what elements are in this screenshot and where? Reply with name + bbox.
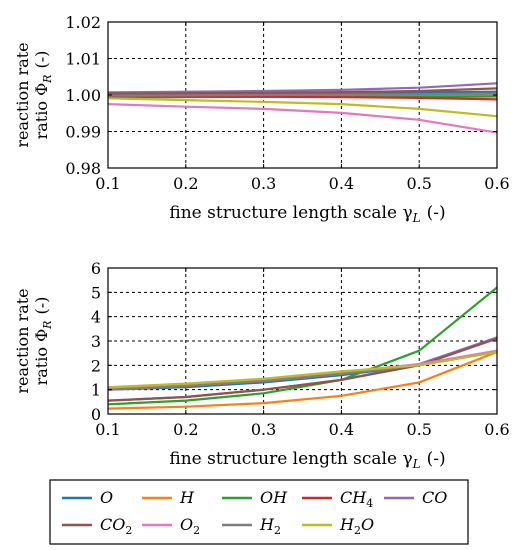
series-line-o2 <box>108 349 497 390</box>
y-tick-label: 3 <box>91 332 101 351</box>
y-tick-label: 0 <box>91 405 101 424</box>
legend-label: OH <box>260 488 288 507</box>
legend-item-o: O <box>62 488 113 507</box>
legend-item-h2: H2 <box>222 515 281 537</box>
x-tick-label: 0.6 <box>484 420 509 439</box>
y-tick-label: 1.00 <box>65 86 101 105</box>
legend-label: CO <box>422 488 447 507</box>
series-line-co <box>108 336 497 402</box>
x-tick-label: 0.3 <box>251 174 276 193</box>
series-line-o2 <box>108 103 497 134</box>
x-tick-label: 0.3 <box>251 420 276 439</box>
y-tick-label: 6 <box>91 259 101 278</box>
x-tick-label: 0.1 <box>95 420 120 439</box>
legend-item-h: H <box>142 488 195 507</box>
x-tick-label: 0.2 <box>173 174 198 193</box>
legend-item-ch4: CH4 <box>302 488 373 510</box>
series-line-h2 <box>108 92 497 97</box>
y-axis-label-line1: reaction rate <box>13 288 32 393</box>
top-chart: 0.1 0.2 0.3 0.4 0.5 0.6 0.98 0.99 1.00 1.01 1.02 fi… <box>13 13 510 225</box>
y-tick-label: 2 <box>91 356 101 375</box>
y-tick-label: 5 <box>91 283 101 302</box>
x-axis-label: fine structure length scale γL (-) <box>169 203 445 225</box>
series-line-h <box>108 350 497 410</box>
legend-item-h2o: H2O <box>302 515 374 537</box>
series-line-h2o <box>108 350 497 389</box>
legend-item-co: CO <box>384 488 447 507</box>
legend-label: H2O <box>339 515 374 537</box>
y-tick-label: 1.01 <box>65 50 101 69</box>
series-line-co2 <box>108 87 497 95</box>
legend-item-oh: OH <box>222 488 288 507</box>
y-axis-label-line2: ratio ΦR(-) <box>32 51 54 140</box>
legend-label: O2 <box>180 515 200 537</box>
series-line-oh <box>108 286 497 406</box>
legend-label: O <box>100 488 113 507</box>
x-axis-label: fine structure length scale γL (-) <box>169 449 445 471</box>
x-tick-label: 0.5 <box>406 420 431 439</box>
legend-item-co2: CO2 <box>62 515 132 537</box>
series-line-co2 <box>108 337 497 402</box>
legend-label: CO2 <box>100 515 132 537</box>
legend-label: H <box>179 488 195 507</box>
y-tick-label: 1.02 <box>65 13 101 32</box>
legend-label: H2 <box>259 515 281 537</box>
series-group <box>108 82 497 134</box>
series-line-h2o <box>108 97 497 118</box>
legend-box <box>49 479 469 545</box>
y-tick-label: 4 <box>91 308 101 327</box>
legend-item-o2: O2 <box>142 515 200 537</box>
x-tick-label: 0.6 <box>484 174 509 193</box>
y-tick-label: 1 <box>91 381 101 400</box>
y-axis-label-line1: reaction rate <box>13 42 32 147</box>
y-axis-label-line2: ratio ΦR(-) <box>32 297 54 386</box>
y-tick-label: 0.99 <box>65 123 101 142</box>
x-tick-label: 0.2 <box>173 420 198 439</box>
y-tick-label: 0.98 <box>65 159 101 178</box>
x-tick-label: 0.4 <box>329 420 354 439</box>
bottom-chart: 0.1 0.2 0.3 0.4 0.5 0.6 0 1 2 3 4 5 6 fine structure … <box>13 259 510 471</box>
x-tick-label: 0.4 <box>329 174 354 193</box>
legend-label: CH4 <box>340 488 373 510</box>
x-tick-label: 0.1 <box>95 174 120 193</box>
series-group <box>108 286 497 410</box>
x-tick-label: 0.5 <box>406 174 431 193</box>
series-line-co <box>108 82 497 94</box>
